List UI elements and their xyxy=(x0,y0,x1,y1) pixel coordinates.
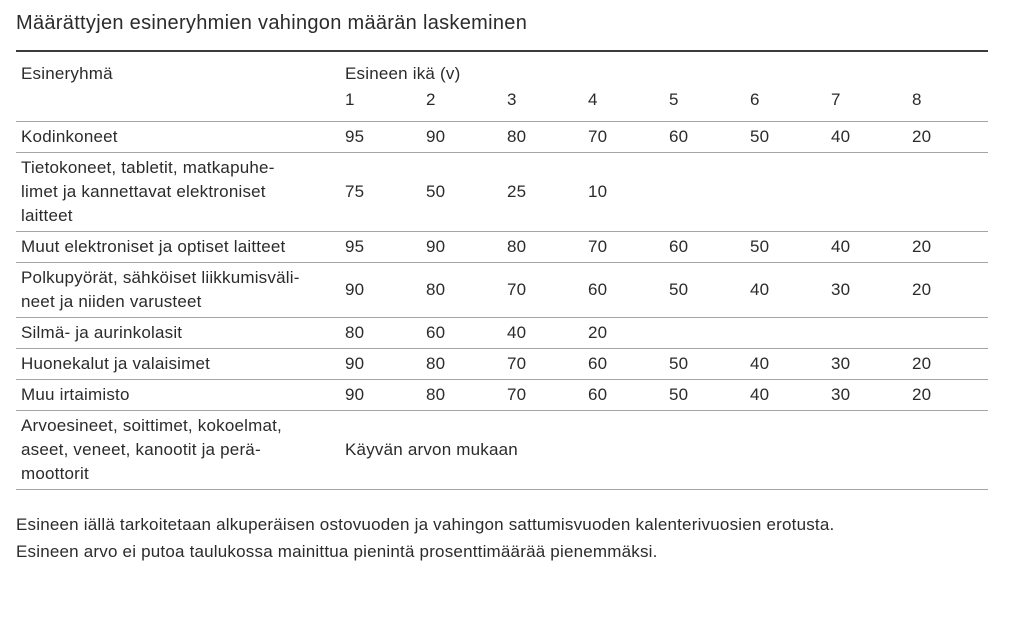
column-header-item-age: Esineen ikä (v) xyxy=(345,64,461,83)
value-cell: 95 xyxy=(345,127,365,146)
age-column-header-8: 8 xyxy=(912,90,922,109)
value-cell: 90 xyxy=(426,127,446,146)
page-title: Määrättyjen esineryhmien vahingon määrän… xyxy=(16,12,528,34)
age-column-header-2: 2 xyxy=(426,90,436,109)
age-column-header-1: 1 xyxy=(345,90,355,109)
value-cell: 90 xyxy=(345,280,365,299)
value-cell: 40 xyxy=(750,280,770,299)
value-cell: 60 xyxy=(588,280,608,299)
value-cell: 50 xyxy=(669,354,689,373)
value-cell: 30 xyxy=(831,385,851,404)
value-cell xyxy=(750,318,831,349)
value-cell xyxy=(831,318,912,349)
value-cell xyxy=(912,318,988,349)
value-cell: 50 xyxy=(669,385,689,404)
table-row-tietokoneet: Tietokoneet, tabletit, matkapuhe- limet … xyxy=(16,152,988,232)
value-cell xyxy=(831,153,912,232)
value-cell: 80 xyxy=(426,354,446,373)
table-row-arvoesineet: Arvoesineet, soittimet, kokoelmat, aseet… xyxy=(16,410,988,490)
value-cell: 60 xyxy=(669,127,689,146)
value-cell: 20 xyxy=(912,280,932,299)
value-cell: 90 xyxy=(345,385,365,404)
value-cell: 50 xyxy=(669,280,689,299)
footnote-line-2: Esineen arvo ei putoa taulukossa mainitt… xyxy=(16,542,658,561)
column-header-item-group: Esineryhmä xyxy=(21,64,113,83)
value-cell: 20 xyxy=(912,354,932,373)
table-row-muu-irtaimisto: Muu irtaimisto 90 80 70 60 50 40 30 20 xyxy=(16,379,988,411)
value-cell: 60 xyxy=(426,323,446,342)
row-label: Polkupyörät, sähköiset liikkumisväli- ne… xyxy=(21,268,300,311)
value-cell: 20 xyxy=(912,127,932,146)
value-cell: 40 xyxy=(831,127,851,146)
value-cell: 60 xyxy=(669,237,689,256)
age-column-header-4: 4 xyxy=(588,90,598,109)
damage-percentage-table: Esineryhmä Esineen ikä (v) 1 2 3 4 5 6 7… xyxy=(16,50,988,490)
value-cell: 75 xyxy=(345,182,365,201)
row-label: Muu irtaimisto xyxy=(21,385,130,404)
table-row-silmalasit: Silmä- ja aurinkolasit 80 60 40 20 xyxy=(16,317,988,349)
value-cell xyxy=(669,318,750,349)
row-label: Muut elektroniset ja optiset laitteet xyxy=(21,237,286,256)
row-label: Arvoesineet, soittimet, kokoelmat, aseet… xyxy=(21,416,282,483)
value-cell: 60 xyxy=(588,385,608,404)
value-cell: 80 xyxy=(426,280,446,299)
value-cell: 50 xyxy=(750,237,770,256)
value-cell: 30 xyxy=(831,354,851,373)
header-row-groups: Esineryhmä Esineen ikä (v) xyxy=(16,51,988,86)
age-column-header-3: 3 xyxy=(507,90,517,109)
value-cell: 40 xyxy=(831,237,851,256)
row-label: Huonekalut ja valaisimet xyxy=(21,354,211,373)
value-cell: 70 xyxy=(588,237,608,256)
value-cell xyxy=(750,153,831,232)
value-cell: 50 xyxy=(426,182,446,201)
value-cell: 20 xyxy=(912,237,932,256)
value-cell: 50 xyxy=(750,127,770,146)
column-header-empty xyxy=(16,86,345,122)
value-cell: 80 xyxy=(345,323,365,342)
age-column-header-5: 5 xyxy=(669,90,679,109)
table-row-huonekalut: Huonekalut ja valaisimet 90 80 70 60 50 … xyxy=(16,348,988,380)
table-row-polkupyorat: Polkupyörät, sähköiset liikkumisväli- ne… xyxy=(16,262,988,318)
footnote: Esineen iällä tarkoitetaan alkuperäisen … xyxy=(16,511,993,565)
value-cell: 80 xyxy=(507,237,527,256)
row-label: Silmä- ja aurinkolasit xyxy=(21,323,183,342)
value-cell: 80 xyxy=(507,127,527,146)
value-cell: 25 xyxy=(507,182,527,201)
page: Määrättyjen esineryhmien vahingon määrän… xyxy=(16,12,993,565)
value-cell: 20 xyxy=(588,323,608,342)
table-body: Kodinkoneet 95 90 80 70 60 50 40 20 Tiet… xyxy=(16,121,988,490)
value-cell xyxy=(912,153,988,232)
age-column-header-6: 6 xyxy=(750,90,760,109)
value-cell: 60 xyxy=(588,354,608,373)
value-cell: 30 xyxy=(831,280,851,299)
value-cell: 90 xyxy=(426,237,446,256)
value-cell: 90 xyxy=(345,354,365,373)
value-cell: 40 xyxy=(750,385,770,404)
table-header: Esineryhmä Esineen ikä (v) 1 2 3 4 5 6 7… xyxy=(16,51,988,122)
value-cell xyxy=(669,153,750,232)
value-cell: 95 xyxy=(345,237,365,256)
value-cell: 70 xyxy=(588,127,608,146)
footnote-line-1: Esineen iällä tarkoitetaan alkuperäisen … xyxy=(16,515,835,534)
value-cell: 10 xyxy=(588,182,608,201)
table-row-muut-elektroniset: Muut elektroniset ja optiset laitteet 95… xyxy=(16,231,988,263)
header-row-ages: 1 2 3 4 5 6 7 8 xyxy=(16,86,988,122)
row-label: Kodinkoneet xyxy=(21,127,118,146)
age-column-header-7: 7 xyxy=(831,90,841,109)
value-cell: 70 xyxy=(507,385,527,404)
value-cell: 40 xyxy=(507,323,527,342)
value-cell: 40 xyxy=(750,354,770,373)
value-cell: 70 xyxy=(507,354,527,373)
row-label: Tietokoneet, tabletit, matkapuhe- limet … xyxy=(21,158,275,225)
value-cell: 80 xyxy=(426,385,446,404)
special-value-cell: Käyvän arvon mukaan xyxy=(345,440,518,459)
value-cell: 20 xyxy=(912,385,932,404)
value-cell: 70 xyxy=(507,280,527,299)
table-row-kodinkoneet: Kodinkoneet 95 90 80 70 60 50 40 20 xyxy=(16,121,988,153)
